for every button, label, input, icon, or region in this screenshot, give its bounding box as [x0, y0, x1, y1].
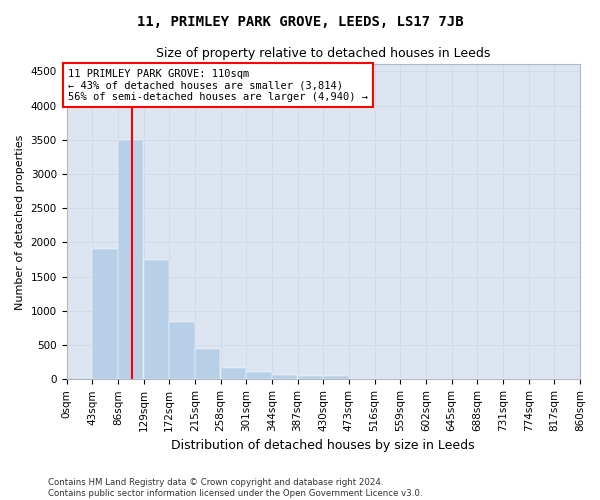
X-axis label: Distribution of detached houses by size in Leeds: Distribution of detached houses by size …	[172, 440, 475, 452]
Text: Contains HM Land Registry data © Crown copyright and database right 2024.
Contai: Contains HM Land Registry data © Crown c…	[48, 478, 422, 498]
Bar	[143, 260, 169, 380]
Bar	[247, 372, 272, 380]
Bar	[323, 376, 349, 380]
Bar	[118, 140, 143, 380]
Bar	[67, 378, 92, 380]
Title: Size of property relative to detached houses in Leeds: Size of property relative to detached ho…	[156, 48, 490, 60]
Text: 11, PRIMLEY PARK GROVE, LEEDS, LS17 7JB: 11, PRIMLEY PARK GROVE, LEEDS, LS17 7JB	[137, 15, 463, 29]
Text: 11 PRIMLEY PARK GROVE: 110sqm
← 43% of detached houses are smaller (3,814)
56% o: 11 PRIMLEY PARK GROVE: 110sqm ← 43% of d…	[68, 68, 368, 102]
Bar	[92, 250, 118, 380]
Y-axis label: Number of detached properties: Number of detached properties	[15, 134, 25, 310]
Bar	[169, 322, 195, 380]
Bar	[195, 348, 220, 380]
Bar	[272, 374, 298, 380]
Bar	[221, 368, 246, 380]
Bar	[298, 376, 323, 380]
Bar	[349, 378, 374, 380]
